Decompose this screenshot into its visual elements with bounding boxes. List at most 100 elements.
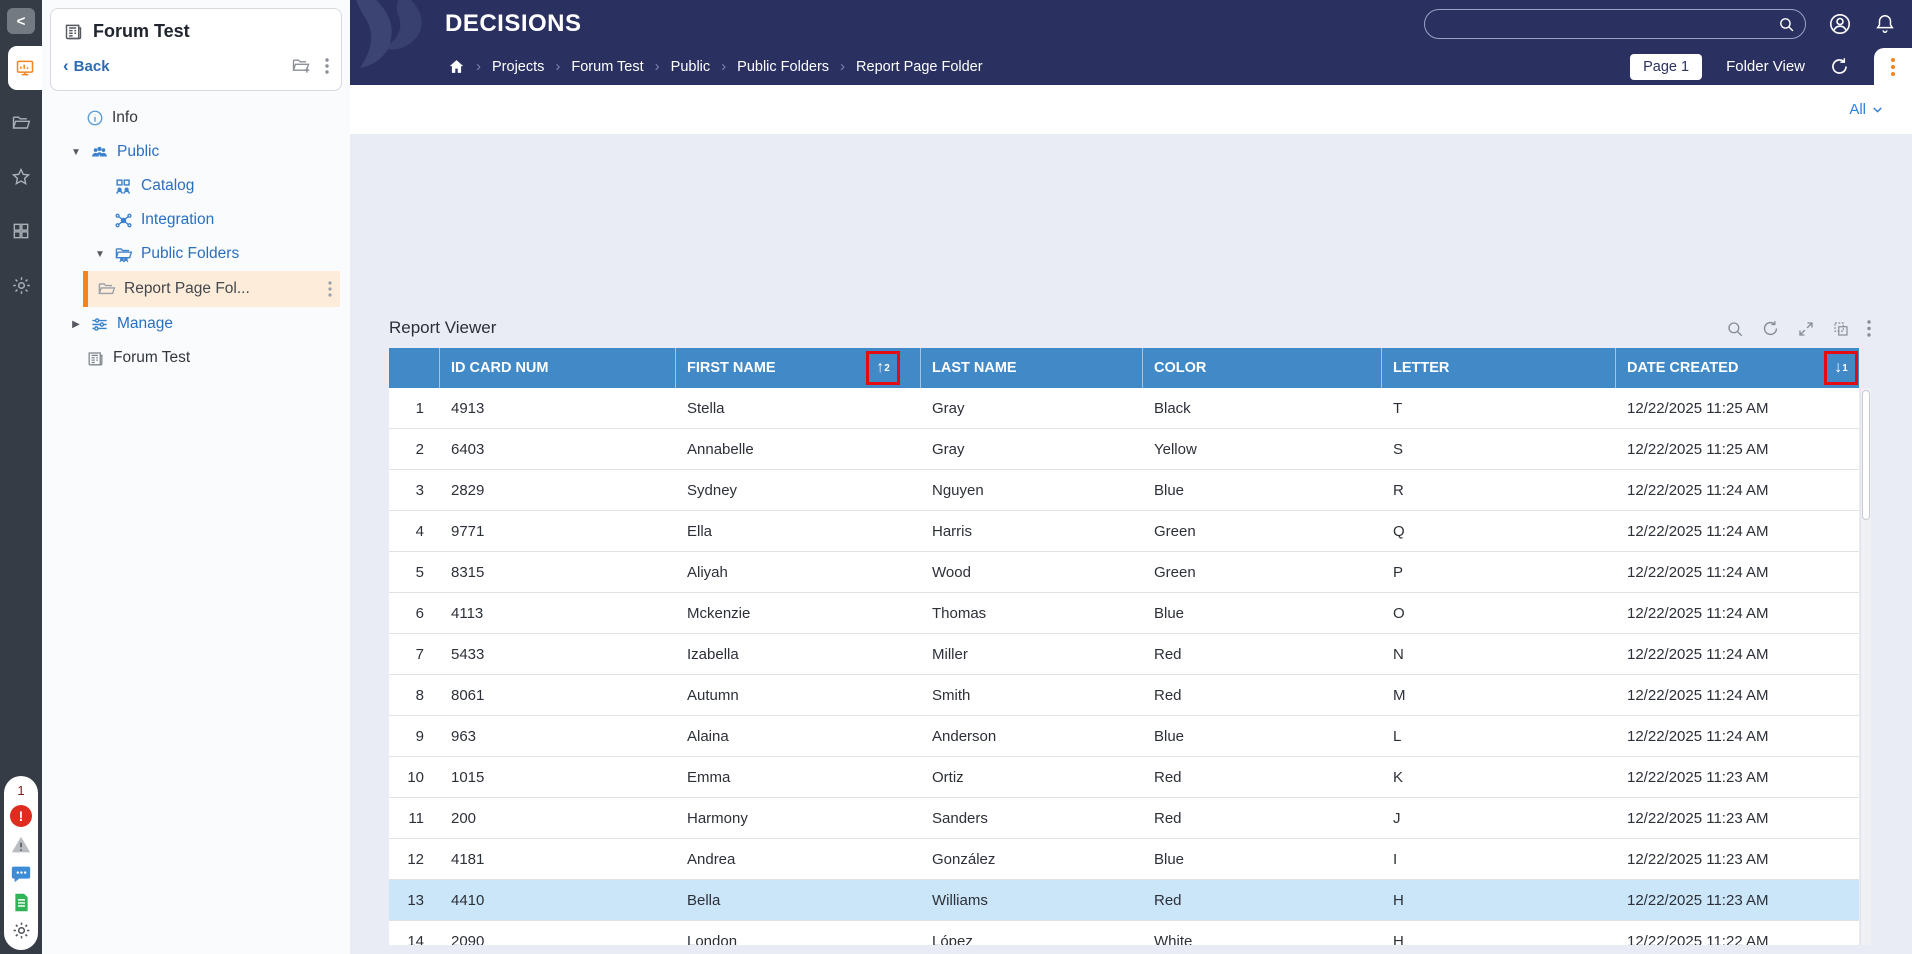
breadcrumb-item-report-page-folder[interactable]: Report Page Folder xyxy=(856,58,983,75)
error-alert-icon[interactable]: ! xyxy=(10,805,32,827)
column-header-letter[interactable]: LETTER xyxy=(1382,348,1616,388)
cell-letter: P xyxy=(1393,563,1404,581)
chevron-left-icon: ‹ xyxy=(63,56,69,75)
notifications-bell-icon[interactable] xyxy=(1874,13,1896,35)
table-row[interactable]: 7 5433 Izabella Miller Red N 12/22/2025 … xyxy=(389,634,1859,675)
search-input[interactable] xyxy=(1439,16,1778,32)
report-menu-dots-icon[interactable] xyxy=(1867,320,1871,337)
global-search[interactable] xyxy=(1424,9,1806,39)
document-icon[interactable] xyxy=(11,892,32,913)
table-row[interactable]: 11 200 Harmony Sanders Red J 12/22/2025 … xyxy=(389,798,1859,839)
table-row[interactable]: 2 6403 Annabelle Gray Yellow S 12/22/202… xyxy=(389,429,1859,470)
cell-letter: T xyxy=(1393,399,1403,417)
cell-id-card-num: 4113 xyxy=(451,604,484,622)
newspaper-icon xyxy=(63,21,84,42)
refresh-icon[interactable] xyxy=(1829,56,1850,77)
copy-duplicate-icon[interactable] xyxy=(1832,320,1850,338)
report-search-icon[interactable] xyxy=(1726,320,1744,338)
folder-view-label[interactable]: Folder View xyxy=(1726,58,1805,75)
sort-descending-annotation[interactable]: ↓ 1 xyxy=(1824,351,1858,385)
page-1-button[interactable]: Page 1 xyxy=(1630,53,1703,80)
warning-triangle-icon[interactable] xyxy=(10,834,32,856)
tree-item-info[interactable]: Info xyxy=(42,101,350,135)
tree-item-integration[interactable]: Integration xyxy=(42,203,350,237)
back-button[interactable]: ‹ Back xyxy=(63,56,110,75)
tree-item-catalog[interactable]: Catalog xyxy=(42,169,350,203)
all-filter-dropdown[interactable]: All xyxy=(1849,101,1884,118)
header-more-menu[interactable] xyxy=(1874,48,1912,85)
rail-item-dashboard[interactable] xyxy=(8,46,42,90)
table-row[interactable]: 10 1015 Emma Ortiz Red K 12/22/2025 11:2… xyxy=(389,757,1859,798)
cell-id-card-num: 200 xyxy=(451,809,477,827)
table-row[interactable]: 3 2829 Sydney Nguyen Blue R 12/22/2025 1… xyxy=(389,470,1859,511)
add-folder-icon[interactable] xyxy=(291,56,311,76)
column-header-id-card-num[interactable]: ID CARD NUM xyxy=(440,348,676,388)
account-icon[interactable] xyxy=(1828,12,1852,36)
cell-last-name: Gray xyxy=(932,399,965,417)
sliders-icon xyxy=(90,315,109,334)
cell-first-name: Izabella xyxy=(687,645,739,663)
column-header-color[interactable]: COLOR xyxy=(1143,348,1382,388)
table-row[interactable]: 12 4181 Andrea González Blue I 12/22/202… xyxy=(389,839,1859,880)
rail-item-apps[interactable] xyxy=(0,210,42,252)
breadcrumb-item-projects[interactable]: Projects xyxy=(492,58,545,75)
table-row[interactable]: 4 9771 Ella Harris Green Q 12/22/2025 11… xyxy=(389,511,1859,552)
table-row[interactable]: 9 963 Alaina Anderson Blue L 12/22/2025 … xyxy=(389,716,1859,757)
collapse-sidebar-button[interactable]: < xyxy=(7,8,35,34)
cell-last-name: Anderson xyxy=(932,727,997,745)
breadcrumb-item-forum-test[interactable]: Forum Test xyxy=(571,58,644,75)
cell-last-name: Sanders xyxy=(932,809,988,827)
rail-item-folders[interactable] xyxy=(0,102,42,144)
gear-wrench-icon[interactable] xyxy=(11,920,32,941)
table-row[interactable]: 1 4913 Stella Gray Black T 12/22/2025 11… xyxy=(389,388,1859,429)
column-header-date-created[interactable]: DATE CREATED ↓ 1 xyxy=(1616,348,1859,388)
cell-first-name: Annabelle xyxy=(687,440,754,458)
home-icon[interactable] xyxy=(448,58,465,75)
cell-first-name: Mckenzie xyxy=(687,604,751,622)
cell-first-name: Harmony xyxy=(687,809,748,827)
orange-menu-dots-icon xyxy=(1891,57,1895,76)
report-table: ID CARD NUM FIRST NAME ↑ 2 LAST NAME COLO… xyxy=(389,348,1871,945)
table-scrollbar[interactable] xyxy=(1860,388,1871,945)
table-row[interactable]: 5 8315 Aliyah Wood Green P 12/22/2025 11… xyxy=(389,552,1859,593)
table-row[interactable]: 14 2090 London López White H 12/22/2025 … xyxy=(389,921,1859,945)
integration-icon xyxy=(114,211,133,230)
tree-item-report-page-folder[interactable]: Report Page Fol... xyxy=(83,271,340,307)
column-header-last-name[interactable]: LAST NAME xyxy=(921,348,1143,388)
breadcrumb-item-public[interactable]: Public xyxy=(670,58,711,75)
tree-item-public[interactable]: ▼ Public xyxy=(71,143,160,160)
sidebar-menu-dots-icon[interactable] xyxy=(325,58,329,74)
cell-date-created: 12/22/2025 11:24 AM xyxy=(1627,563,1769,581)
cell-id-card-num: 8315 xyxy=(451,563,485,581)
report-refresh-icon[interactable] xyxy=(1761,319,1780,338)
sort-ascending-annotation[interactable]: ↑ 2 xyxy=(866,351,900,385)
table-row[interactable]: 8 8061 Autumn Smith Red M 12/22/2025 11:… xyxy=(389,675,1859,716)
search-icon[interactable] xyxy=(1778,16,1795,33)
tree-item-manage[interactable]: ▶ Manage xyxy=(42,307,350,341)
cell-last-name: Gray xyxy=(932,440,965,458)
chat-bubble-icon[interactable] xyxy=(10,863,32,885)
tree-expanded-icon[interactable]: ▼ xyxy=(95,248,105,260)
rail-item-settings[interactable] xyxy=(0,264,42,306)
expand-fullscreen-icon[interactable] xyxy=(1797,320,1815,338)
table-row[interactable]: 6 4113 Mckenzie Thomas Blue O 12/22/2025… xyxy=(389,593,1859,634)
table-row[interactable]: 13 4410 Bella Williams Red H 12/22/2025 … xyxy=(389,880,1859,921)
newspaper-icon xyxy=(86,349,105,368)
breadcrumb-separator: › xyxy=(840,58,846,75)
item-menu-dots-icon[interactable] xyxy=(328,281,332,297)
rail-item-favorites[interactable] xyxy=(0,156,42,198)
scrollbar-thumb[interactable] xyxy=(1862,390,1870,520)
cell-first-name: Andrea xyxy=(687,850,736,868)
report-title: Report Viewer xyxy=(389,318,497,337)
tree-item-public-folders[interactable]: ▼ Public Folders xyxy=(95,245,240,262)
column-header-rownum[interactable] xyxy=(389,348,440,388)
breadcrumb-item-public-folders[interactable]: Public Folders xyxy=(737,58,830,75)
cell-id-card-num: 8061 xyxy=(451,686,485,704)
tree-item-forum-test[interactable]: Forum Test xyxy=(42,341,350,375)
cell-rownum: 12 xyxy=(407,850,424,868)
column-header-first-name[interactable]: FIRST NAME ↑ 2 xyxy=(676,348,921,388)
cell-id-card-num: 1015 xyxy=(451,768,485,786)
cell-first-name: Bella xyxy=(687,891,721,909)
tree-collapsed-icon[interactable]: ▶ xyxy=(72,318,80,330)
tree-expanded-icon[interactable]: ▼ xyxy=(71,146,81,158)
